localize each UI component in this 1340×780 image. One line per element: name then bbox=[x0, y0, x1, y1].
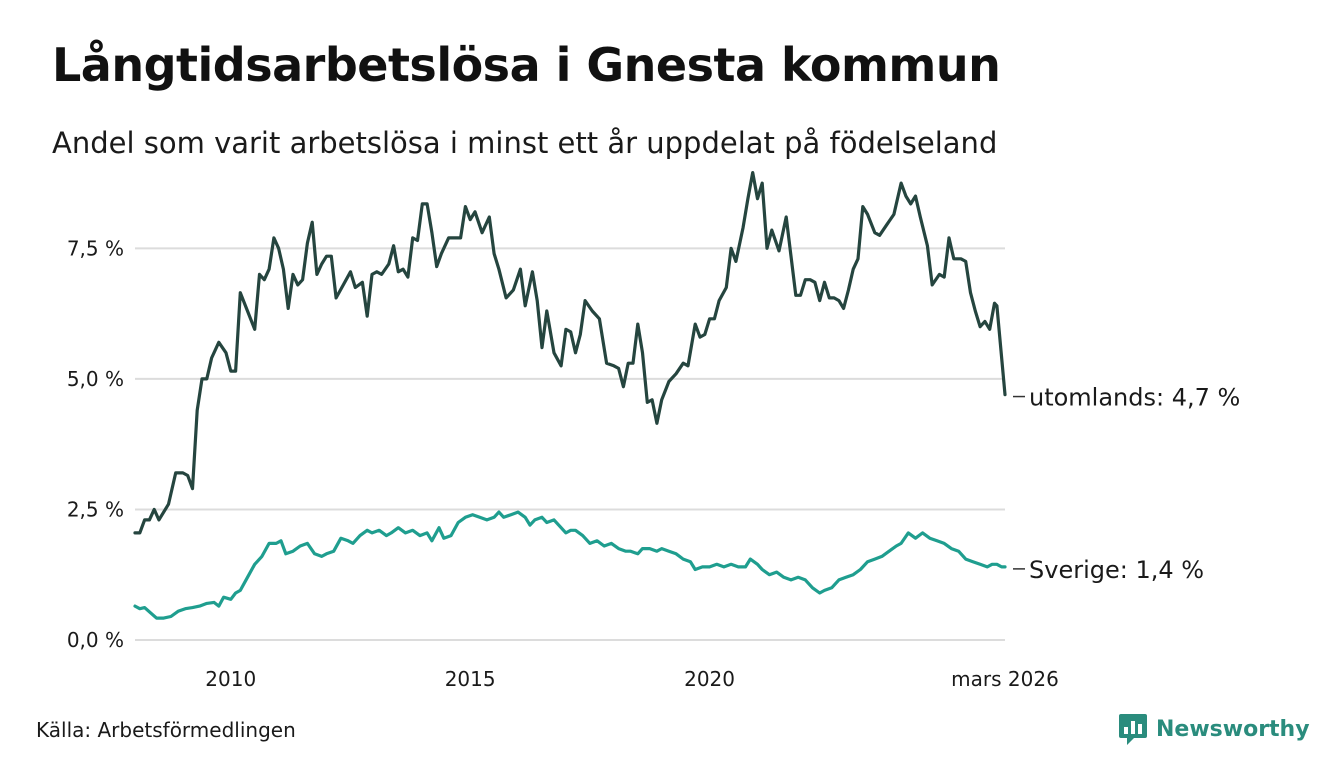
x-tick-label: 2010 bbox=[205, 667, 256, 691]
y-tick-label: 5,0 % bbox=[67, 367, 124, 391]
end-label-sverige: Sverige: 1,4 % bbox=[1029, 556, 1204, 584]
gridlines bbox=[135, 247, 1005, 641]
chart-title: Långtidsarbetslösa i Gnesta kommun bbox=[52, 38, 1001, 92]
brand-name: Newsworthy bbox=[1156, 716, 1310, 742]
series-line-sverige bbox=[133, 510, 1007, 620]
series-line-utomlands bbox=[133, 171, 1007, 535]
brand-logo[interactable]: Newsworthy bbox=[1118, 712, 1310, 746]
line-chart: 0,0 % 2,5 % 5,0 % 7,5 % 2010 2015 2020 mars 20… bbox=[67, 171, 1240, 691]
source-note: Källa: Arbetsförmedlingen bbox=[36, 718, 296, 742]
y-tick-label: 2,5 % bbox=[67, 497, 124, 521]
y-tick-label: 0,0 % bbox=[67, 628, 124, 652]
x-tick-label: 2015 bbox=[445, 667, 496, 691]
newsworthy-logo-icon bbox=[1119, 714, 1147, 745]
y-axis-ticks: 0,0 % 2,5 % 5,0 % 7,5 % bbox=[67, 236, 124, 652]
series-end-labels: utomlands: 4,7 % Sverige: 1,4 % bbox=[1013, 384, 1240, 584]
series-lines bbox=[133, 171, 1007, 620]
end-label-utomlands: utomlands: 4,7 % bbox=[1029, 384, 1240, 412]
x-axis-ticks: 2010 2015 2020 mars 2026 bbox=[205, 667, 1059, 691]
x-tick-label: mars 2026 bbox=[951, 667, 1059, 691]
chart-subtitle: Andel som varit arbetslösa i minst ett å… bbox=[52, 126, 998, 160]
x-tick-label: 2020 bbox=[684, 667, 735, 691]
y-tick-label: 7,5 % bbox=[67, 236, 124, 260]
